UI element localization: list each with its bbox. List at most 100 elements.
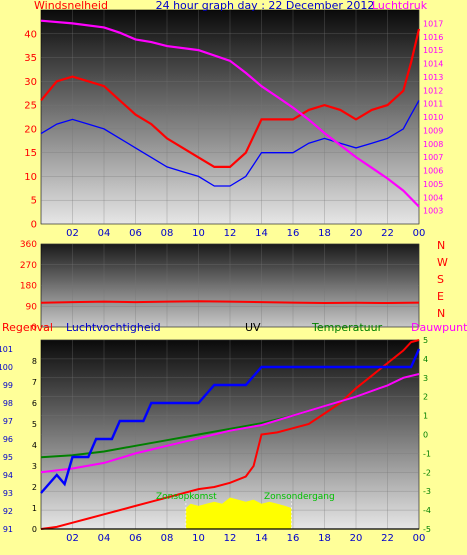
- compass-label: S: [437, 273, 444, 286]
- y-tick-label: 90: [26, 302, 38, 312]
- dewpoint-line: [40, 373, 420, 474]
- x-tick-label: 00: [413, 228, 426, 239]
- y-tick-label: 3: [32, 462, 37, 471]
- y-tick-label: 1016: [423, 33, 443, 42]
- x-tick-label: 12: [224, 533, 237, 544]
- y-tick-label: 360: [20, 240, 37, 250]
- y-tick-label: 7: [32, 378, 37, 387]
- y-tick-label: 180: [20, 282, 37, 292]
- y-tick-label: 1013: [423, 73, 443, 82]
- y-tick-label: 92: [3, 507, 13, 516]
- y-tick-label: -3: [423, 487, 431, 496]
- y-tick-label: -5: [423, 525, 431, 534]
- y-tick-label: 5: [423, 336, 428, 345]
- panel-direction-gridlines: [41, 243, 420, 328]
- y-tick-label: 95: [3, 453, 13, 462]
- uv-label: UV: [245, 321, 261, 334]
- y-tick-label: 91: [3, 525, 13, 534]
- y-tick-label: 96: [3, 435, 13, 444]
- x-tick-label: 02: [66, 533, 79, 544]
- wind-speed-tick-labels: 0 5 10 15 20 25 30 35 40: [24, 29, 37, 230]
- wind-speed-axis-label: Windsnelheid: [34, 0, 108, 12]
- y-tick-label: 6: [32, 399, 37, 408]
- humidity-line: [40, 348, 421, 494]
- panel-climate-series: [40, 339, 421, 530]
- x-tick-label: 16: [287, 228, 300, 239]
- y-tick-label: 101: [0, 345, 13, 354]
- y-tick-label: 0: [32, 525, 37, 534]
- wind-direction-line: [40, 300, 420, 305]
- wind-speed-line: [40, 28, 421, 168]
- compass-label: E: [437, 290, 444, 303]
- y-tick-label: -1: [423, 449, 431, 458]
- rain-line: [40, 339, 420, 530]
- y-tick-label: 15: [24, 148, 37, 159]
- y-tick-label: 5: [32, 420, 37, 429]
- y-tick-label: 10: [24, 172, 37, 183]
- x-tick-label: 22: [381, 228, 394, 239]
- y-tick-label: 1009: [423, 126, 443, 135]
- wind-gust-line: [40, 100, 420, 187]
- y-tick-label: 20: [24, 124, 37, 135]
- y-tick-label: 1007: [423, 153, 443, 162]
- y-tick-label: 99: [3, 381, 13, 390]
- y-tick-label: 5: [31, 196, 37, 207]
- y-tick-label: 4: [423, 355, 428, 364]
- x-tick-label: 16: [287, 533, 300, 544]
- compass-label: W: [437, 256, 448, 269]
- y-tick-label: 1: [32, 504, 37, 513]
- y-tick-label: 270: [20, 261, 37, 271]
- y-tick-label: 94: [3, 471, 13, 480]
- x-tick-label: 06: [129, 228, 142, 239]
- x-tick-label: 12: [224, 228, 237, 239]
- y-tick-label: 1005: [423, 180, 443, 189]
- panel-wind-x-tick-labels: 02 04 06 08 10 12 14 16 18 20 22 00: [66, 228, 425, 239]
- solar-radiation-area: [185, 497, 292, 529]
- x-tick-label: 22: [381, 533, 394, 544]
- y-tick-label: 97: [3, 417, 13, 426]
- y-tick-label: 1015: [423, 46, 443, 55]
- y-tick-label: 4: [32, 441, 37, 450]
- direction-degree-tick-labels: 0 90 180 270 360: [20, 240, 37, 333]
- panel-climate-x-tick-labels: 02 04 06 08 10 12 14 16 18 20 22 00: [66, 533, 425, 544]
- y-tick-label: 1014: [423, 60, 443, 69]
- humidity-tick-labels: 91 92 93 94 95 96 97 98 99 100 101: [0, 345, 13, 534]
- humidity-label: Luchtvochtigheid: [66, 321, 161, 334]
- x-tick-label: 18: [318, 533, 331, 544]
- temperature-tick-labels: -5 -4 -3 -2 -1 0 1 2 3 4 5: [423, 336, 431, 534]
- chart-title: 24 hour graph day : 22 December 2012: [156, 0, 375, 12]
- x-tick-label: 10: [192, 228, 205, 239]
- y-tick-label: 2: [423, 393, 428, 402]
- x-tick-label: 04: [98, 533, 111, 544]
- y-tick-label: -4: [423, 506, 431, 515]
- y-tick-label: 3: [423, 374, 428, 383]
- x-tick-label: 04: [98, 228, 111, 239]
- y-tick-label: 8: [32, 357, 37, 366]
- y-tick-label: 1010: [423, 113, 443, 122]
- y-tick-label: 98: [3, 399, 13, 408]
- y-tick-label: -2: [423, 468, 431, 477]
- x-tick-label: 14: [255, 228, 268, 239]
- x-tick-label: 00: [413, 533, 426, 544]
- x-tick-label: 10: [192, 533, 205, 544]
- y-tick-label: 1017: [423, 19, 443, 28]
- sunset-annotation: Zonsondergang: [264, 492, 335, 502]
- y-tick-label: 0: [423, 431, 428, 440]
- y-tick-label: 40: [24, 29, 37, 40]
- pressure-line: [40, 19, 420, 208]
- y-tick-label: 1: [423, 412, 428, 421]
- rain-label: Regenval: [2, 321, 53, 334]
- panel-wind-series: [40, 19, 421, 208]
- y-tick-label: 1012: [423, 86, 443, 95]
- x-tick-label: 20: [350, 228, 363, 239]
- panel-wind-gridlines: [41, 10, 420, 225]
- compass-label: N: [437, 239, 445, 252]
- x-tick-label: 08: [161, 228, 174, 239]
- y-tick-label: 93: [3, 489, 13, 498]
- pressure-tick-labels: 1003 1004 1005 1006 1007 1008 1009 1010 1011 1012…: [423, 19, 443, 215]
- uv-tick-labels: 0 1 2 3 4 5 6 7 8: [32, 357, 37, 534]
- y-tick-label: 35: [24, 53, 37, 64]
- pressure-axis-label: Luchtdruk: [372, 0, 428, 12]
